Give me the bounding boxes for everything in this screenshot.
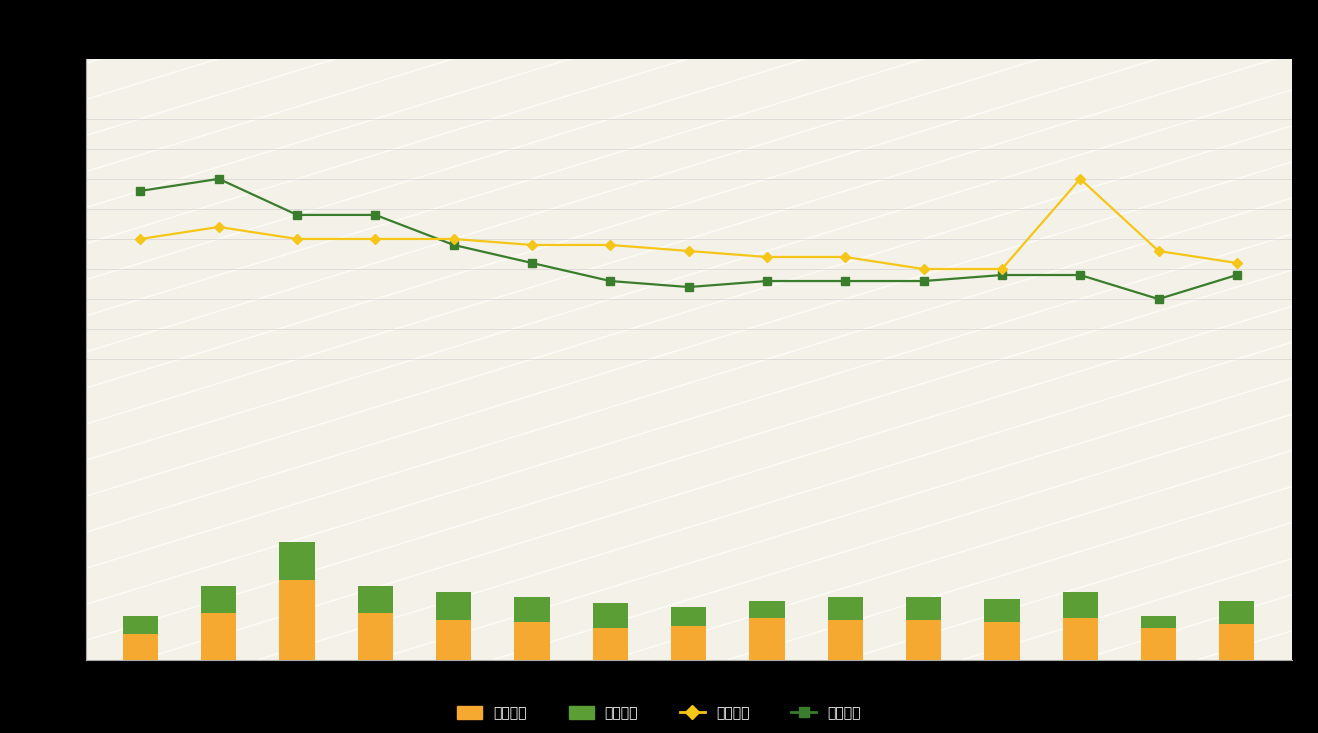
Bar: [1062, 592, 1098, 618]
Bar: [279, 580, 315, 660]
Legend: 国内销量, 出口销量, 国内同比, 出口同比: 国内销量, 出口销量, 国内同比, 出口同比: [452, 701, 866, 726]
Bar: [905, 597, 941, 619]
Bar: [1141, 628, 1176, 660]
Bar: [279, 542, 315, 580]
Bar: [671, 607, 706, 626]
Bar: [1219, 624, 1255, 660]
Bar: [514, 622, 550, 660]
Bar: [202, 614, 236, 660]
Bar: [905, 619, 941, 660]
Bar: [828, 619, 863, 660]
Bar: [985, 599, 1020, 622]
Bar: [593, 628, 627, 660]
Bar: [123, 635, 158, 660]
Bar: [1219, 601, 1255, 624]
Bar: [671, 626, 706, 660]
Bar: [357, 586, 393, 614]
Bar: [1141, 616, 1176, 628]
Bar: [593, 603, 627, 628]
Bar: [357, 614, 393, 660]
Bar: [828, 597, 863, 619]
Bar: [1062, 618, 1098, 660]
Bar: [985, 622, 1020, 660]
Bar: [436, 619, 472, 660]
Bar: [750, 601, 784, 618]
Bar: [514, 597, 550, 622]
Bar: [436, 592, 472, 619]
Bar: [202, 586, 236, 614]
Bar: [123, 616, 158, 635]
Bar: [750, 618, 784, 660]
